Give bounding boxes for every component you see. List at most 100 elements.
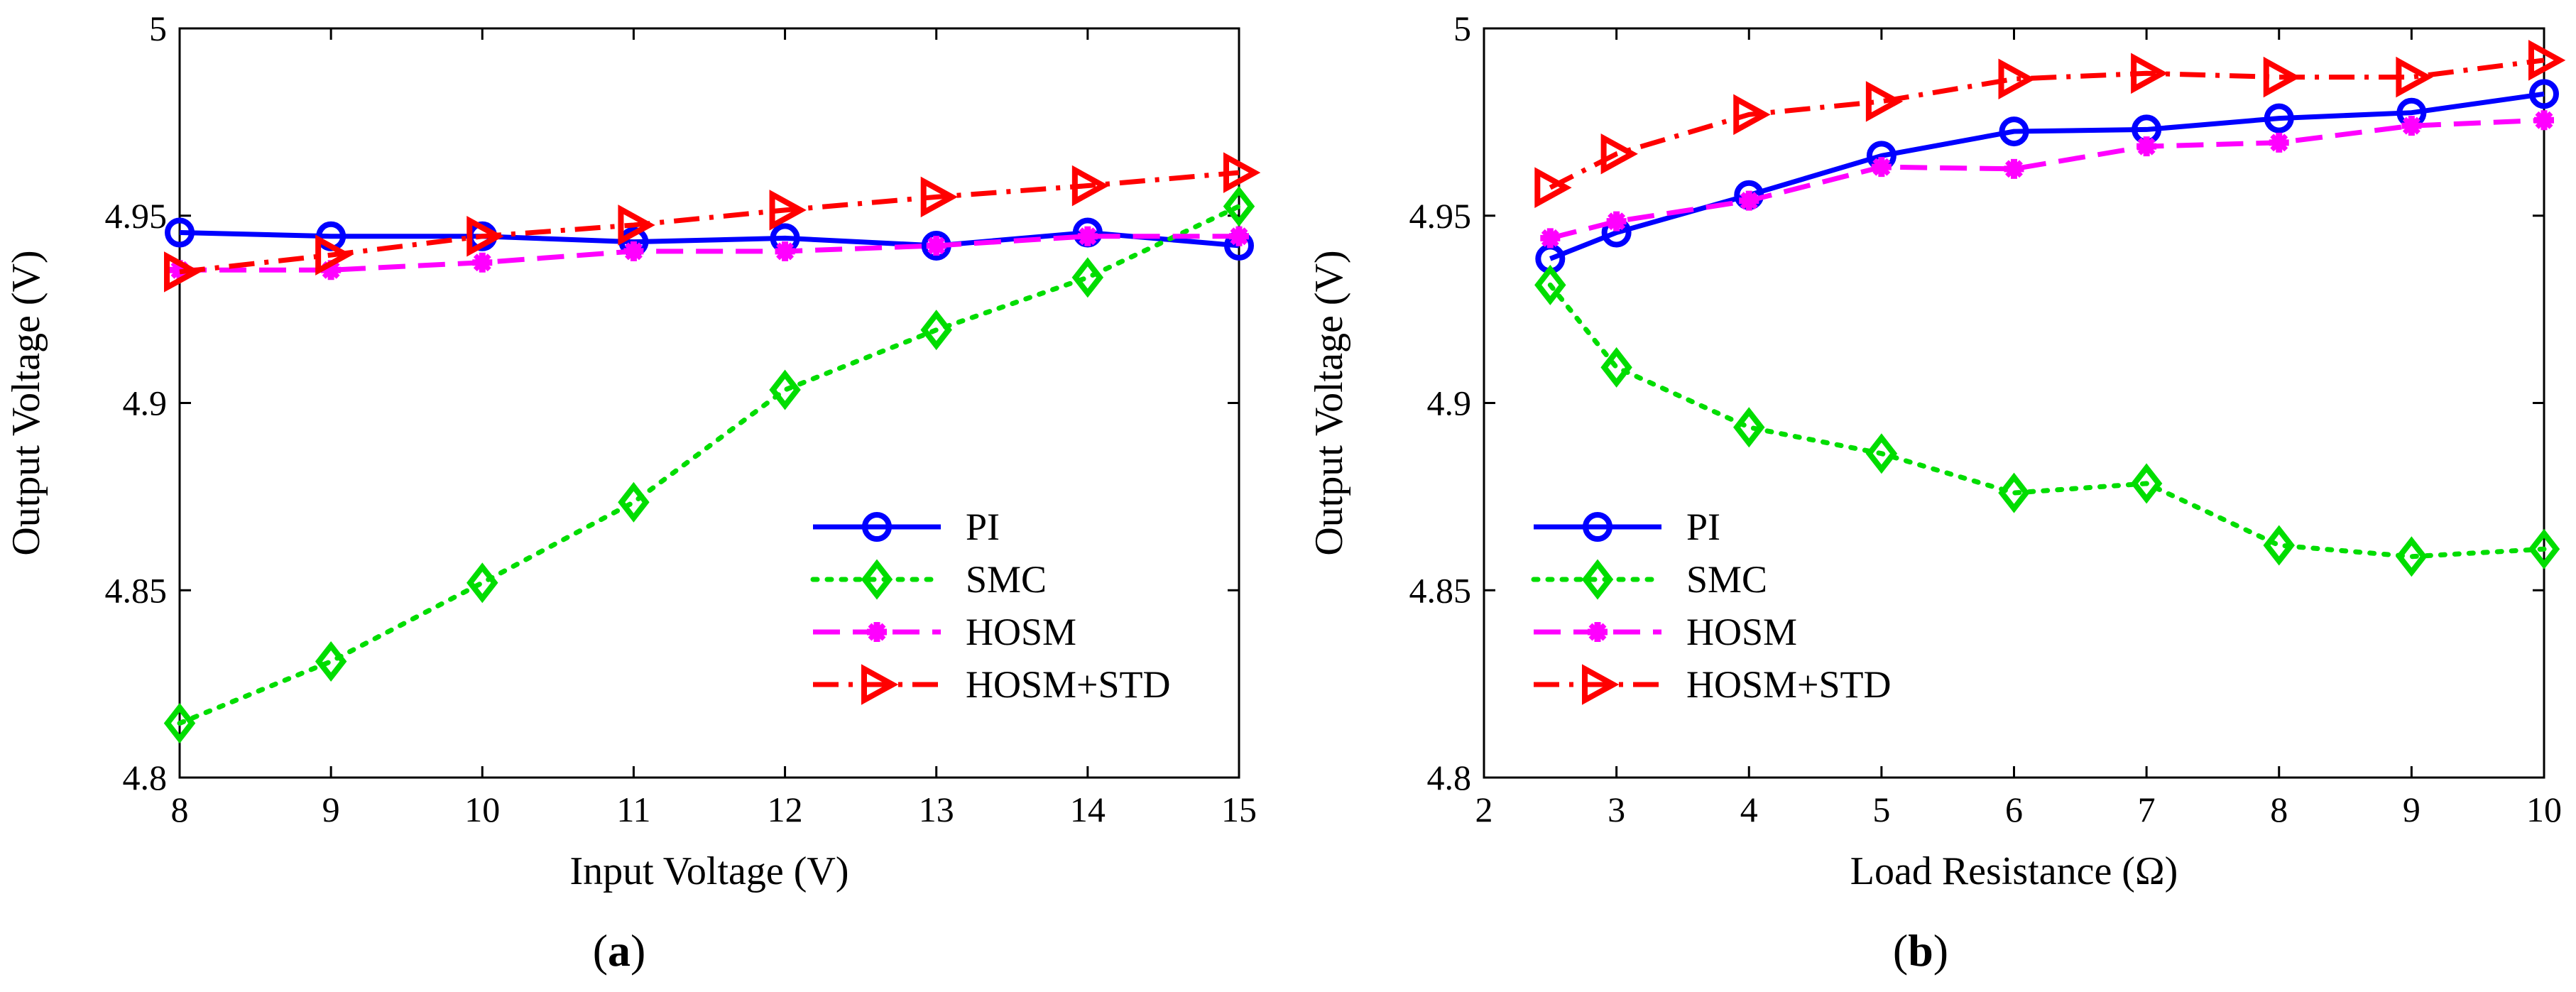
y-tick-label: 4.95 [105,196,168,236]
x-tick-label: 7 [2138,790,2156,829]
data-point-smc [1733,407,1765,448]
y-tick-label: 4.85 [1409,570,1472,610]
x-tick-label: 5 [1872,790,1890,829]
y-tick-label: 4.9 [123,383,168,423]
legend-marker [1583,512,1612,542]
data-point-smc [1223,186,1255,227]
data-point-smc [1865,433,1898,474]
x-axis-label: Load Resistance (Ω) [1850,849,2178,893]
data-point-hosm [926,235,946,256]
data-point-hosm-std [1534,167,1572,208]
data-point-smc [920,310,952,351]
series-line-hosm [1549,117,2545,241]
data-point-smc [1071,257,1104,298]
data-point-hosm [2136,136,2157,157]
data-point-hosm [1229,226,1249,246]
legend-marker [1588,622,1608,642]
legend-label: HOSM+STD [966,663,1171,706]
series-line-smc [1547,282,2547,560]
data-point-hosm-std [1223,152,1261,193]
y-tick-label: 4.8 [1427,758,1472,797]
data-point-smc [2528,528,2560,569]
data-point-smc [163,703,196,744]
legend-label: HOSM [1686,611,1797,653]
legend-marker [867,622,887,642]
series-line-pi [1549,91,2545,261]
data-point-smc [315,641,347,682]
legend-label: HOSM [966,611,1076,653]
data-point-hosm-std [2131,53,2168,94]
legend: PI SMC HOSM HOSM+STD [1531,506,1892,706]
x-tick-label: 6 [2005,790,2023,829]
data-point-hosm-std [315,234,353,276]
legend-label: PI [1686,506,1720,548]
y-tick-label: 4.9 [1427,383,1472,423]
data-point-hosm-std [1733,94,1771,136]
y-tick-label: 5 [1453,9,1471,48]
data-point-hosm-std [1865,81,1904,122]
data-point-pi [2529,79,2559,109]
data-point-smc [1998,472,2030,513]
x-tick-label: 4 [1740,790,1758,829]
legend-label: HOSM+STD [1686,663,1892,706]
data-point-hosm [1739,190,1759,211]
series-line-hosm [180,234,1239,273]
data-point-hosm [623,241,644,261]
data-point-hosm-std [920,176,959,218]
data-point-smc [2130,463,2163,504]
x-tick-label: 9 [322,790,340,829]
data-point-hosm [472,252,493,273]
panel-a: 8 9 10 11 12 13 14 15 4.8 4.85 4.9 4.95 5 Input Volta… [4,9,1261,976]
x-tick-label: 8 [2270,790,2288,829]
x-tick-label: 15 [1221,790,1257,829]
legend-marker [861,559,893,600]
data-point-smc [1600,347,1632,388]
data-point-pi [2264,103,2294,133]
data-point-hosm-std [1998,58,2036,99]
legend-label: SMC [966,558,1047,601]
data-point-hosm [1077,226,1098,246]
data-point-smc [2396,536,2428,577]
data-point-hosm-std [466,215,504,257]
panel-caption: (b) [1893,925,1948,976]
series-line-smc [177,204,1242,726]
data-point-smc [1534,264,1566,305]
data-point-hosm [1540,228,1561,249]
legend-label: PI [966,506,1000,548]
legend-marker [861,664,899,705]
y-tick-label: 4.85 [105,570,168,610]
data-point-hosm-std [618,205,655,246]
x-axis-label: Input Voltage (V) [570,849,849,893]
data-point-hosm-std [164,251,202,293]
data-point-pi [1999,116,2029,147]
x-tick-label: 8 [171,790,189,829]
data-point-hosm-std [2528,40,2566,81]
data-point-hosm [2401,116,2422,136]
y-tick-label: 5 [149,9,167,48]
series-line-hosm-std [179,170,1240,275]
y-axis-label: Output Voltage (V) [4,250,48,555]
data-point-hosm-std [769,190,807,231]
data-point-hosm-std [2396,56,2433,98]
data-point-hosm [1606,211,1627,231]
y-tick-label: 4.8 [123,758,168,797]
data-point-smc [466,562,498,604]
y-axis-label: Output Voltage (V) [1307,250,1351,555]
legend-marker [862,512,892,542]
x-tick-label: 2 [1475,790,1493,829]
data-point-smc [618,481,650,523]
legend-marker [1582,664,1620,705]
series-line-pi [179,229,1240,249]
data-point-hosm [775,241,795,261]
data-point-hosm [2004,158,2024,179]
x-tick-label: 3 [1608,790,1625,829]
data-point-smc [769,369,801,410]
data-point-hosm [2269,132,2289,153]
series-line-hosm-std [1549,58,2545,190]
data-point-pi [165,217,195,248]
data-point-hosm-std [1071,165,1110,207]
legend-label: SMC [1686,558,1767,601]
x-tick-label: 11 [616,790,650,829]
legend-marker [1581,559,1614,600]
